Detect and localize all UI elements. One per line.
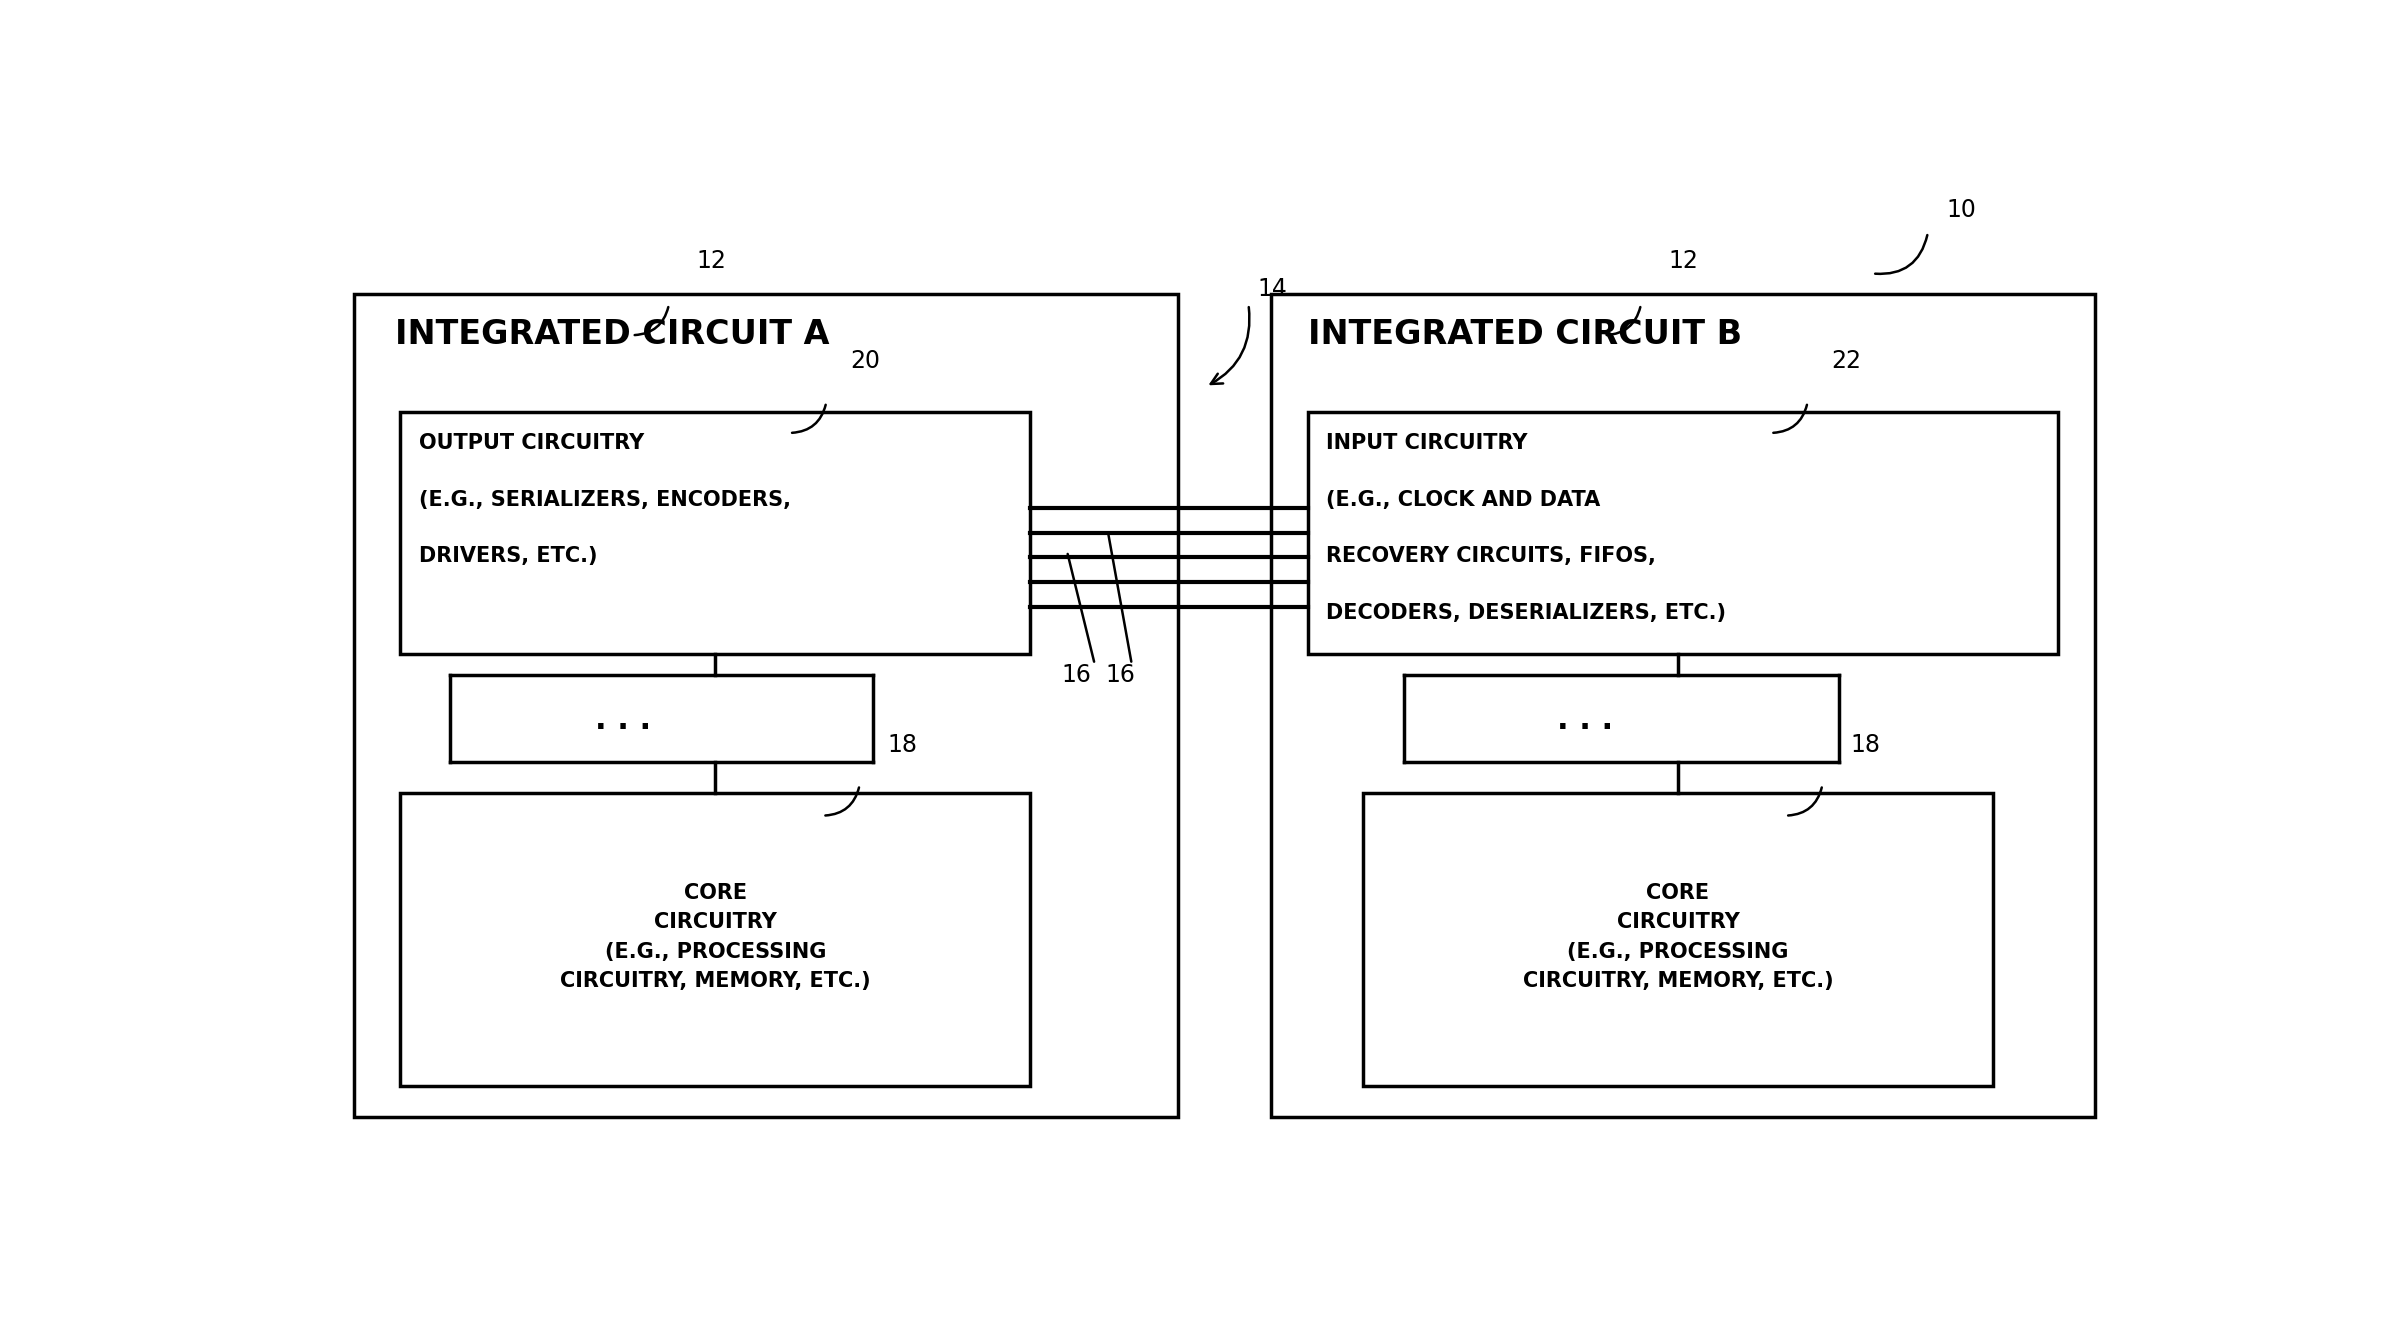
Text: INPUT CIRCUITRY: INPUT CIRCUITRY [1326,433,1527,453]
Text: 14: 14 [1257,278,1288,301]
Text: 18: 18 [886,733,917,758]
Text: DECODERS, DESERIALIZERS, ETC.): DECODERS, DESERIALIZERS, ETC.) [1326,603,1727,623]
Text: 10: 10 [1947,198,1976,222]
Text: . . .: . . . [595,707,650,736]
Text: CORE
CIRCUITRY
(E.G., PROCESSING
CIRCUITRY, MEMORY, ETC.): CORE CIRCUITRY (E.G., PROCESSING CIRCUIT… [559,883,870,991]
Text: OUTPUT CIRCUITRY: OUTPUT CIRCUITRY [418,433,645,453]
Text: INTEGRATED CIRCUIT B: INTEGRATED CIRCUIT B [1307,318,1742,350]
Text: 12: 12 [1668,250,1699,274]
Bar [1364,794,1992,1086]
Text: 16: 16 [1106,663,1135,687]
Text: RECOVERY CIRCUITS, FIFOS,: RECOVERY CIRCUITS, FIFOS, [1326,546,1656,566]
Text: (E.G., SERIALIZERS, ENCODERS,: (E.G., SERIALIZERS, ENCODERS, [418,489,791,509]
Text: 12: 12 [698,250,726,274]
Bar [1307,413,2057,655]
Text: 20: 20 [850,349,882,373]
Text: 18: 18 [1849,733,1880,758]
Text: (E.G., CLOCK AND DATA: (E.G., CLOCK AND DATA [1326,489,1601,509]
Bar [354,294,1178,1117]
Text: CORE
CIRCUITRY
(E.G., PROCESSING
CIRCUITRY, MEMORY, ETC.): CORE CIRCUITRY (E.G., PROCESSING CIRCUIT… [1522,883,1832,991]
Text: . . .: . . . [1558,707,1613,736]
Text: DRIVERS, ETC.): DRIVERS, ETC.) [418,546,597,566]
Text: 22: 22 [1832,349,1861,373]
Text: INTEGRATED CIRCUIT A: INTEGRATED CIRCUIT A [394,318,829,350]
Bar [1271,294,2095,1117]
Bar [401,794,1030,1086]
Bar [401,413,1030,655]
Text: 16: 16 [1061,663,1092,687]
